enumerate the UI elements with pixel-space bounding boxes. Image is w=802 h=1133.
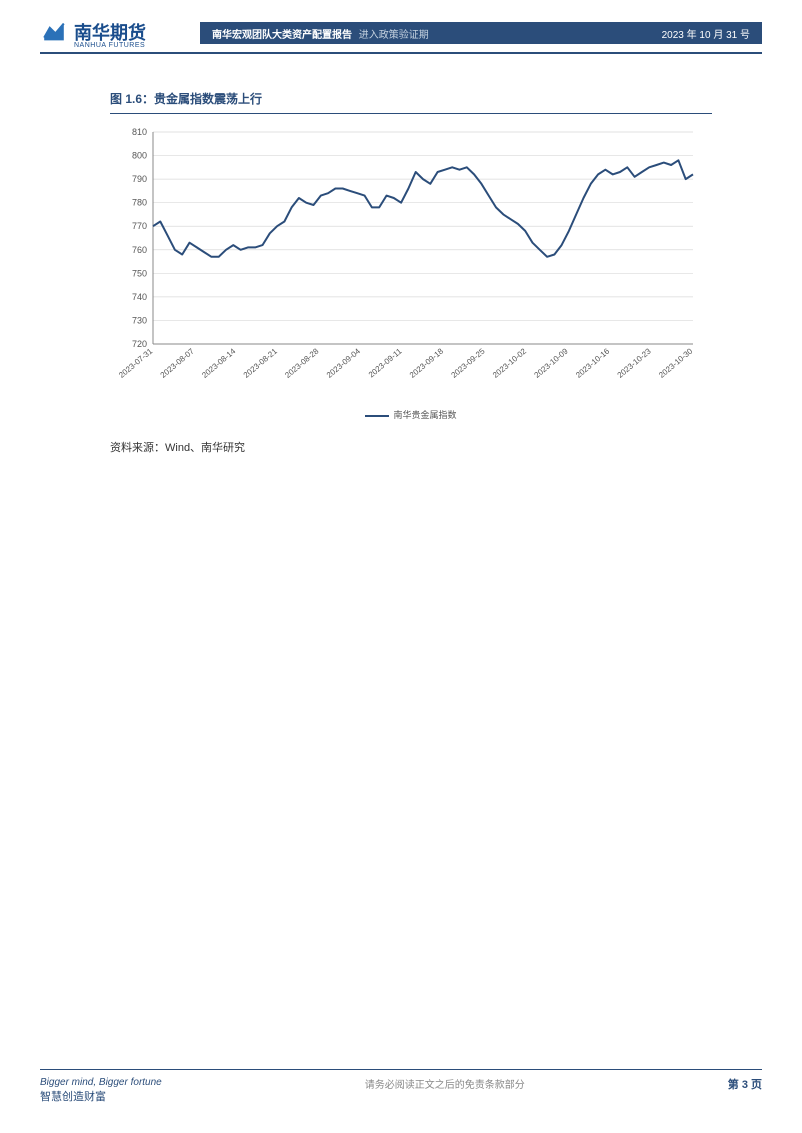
svg-text:2023-10-30: 2023-10-30: [657, 346, 695, 380]
svg-text:2023-08-07: 2023-08-07: [159, 346, 197, 380]
svg-text:2023-09-11: 2023-09-11: [367, 346, 404, 379]
svg-text:2023-10-16: 2023-10-16: [574, 346, 612, 380]
legend-label: 南华贵金属指数: [393, 410, 456, 420]
figure-title: 图 1.6：贵金属指数震荡上行: [110, 90, 712, 114]
svg-text:2023-09-25: 2023-09-25: [449, 346, 487, 380]
svg-text:2023-07-31: 2023-07-31: [117, 346, 155, 380]
figure-source: 资料来源：Wind、南华研究: [110, 439, 712, 455]
footer-page-number: 第 3 页: [728, 1076, 762, 1092]
svg-text:800: 800: [132, 151, 147, 161]
page-header: 南华期货 NANHUA FUTURES 南华宏观团队大类资产配置报告 进入政策验…: [0, 0, 802, 60]
svg-text:790: 790: [132, 174, 147, 184]
svg-text:2023-10-23: 2023-10-23: [616, 346, 654, 380]
legend-swatch: [365, 415, 389, 417]
svg-text:2023-10-02: 2023-10-02: [491, 346, 529, 380]
header-title-bar: 南华宏观团队大类资产配置报告 进入政策验证期 2023 年 10 月 31 号: [200, 22, 762, 44]
report-title: 南华宏观团队大类资产配置报告: [212, 30, 352, 41]
svg-text:780: 780: [132, 198, 147, 208]
chart-legend: 南华贵金属指数: [110, 408, 712, 421]
svg-text:810: 810: [132, 127, 147, 137]
svg-text:740: 740: [132, 292, 147, 302]
svg-text:750: 750: [132, 268, 147, 278]
svg-text:2023-08-21: 2023-08-21: [242, 346, 280, 380]
svg-text:730: 730: [132, 315, 147, 325]
svg-text:2023-10-09: 2023-10-09: [533, 346, 571, 380]
svg-text:2023-09-18: 2023-09-18: [408, 346, 446, 380]
svg-text:760: 760: [132, 245, 147, 255]
report-date: 2023 年 10 月 31 号: [662, 26, 750, 41]
header-divider: [40, 52, 762, 54]
report-subtitle: 进入政策验证期: [359, 30, 429, 41]
logo-subtitle: NANHUA FUTURES: [74, 42, 145, 49]
chart-svg: 720 730 740 750 760 770 780 790 800 810 2023-07-31…: [105, 124, 705, 404]
svg-text:2023-09-04: 2023-09-04: [325, 346, 363, 380]
footer-tagline-cn: 智慧创造财富: [40, 1090, 162, 1105]
line-chart: 720 730 740 750 760 770 780 790 800 810 2023-07-31…: [105, 124, 705, 404]
footer-tagline: Bigger mind, Bigger fortune 智慧创造财富: [40, 1076, 162, 1105]
svg-text:770: 770: [132, 221, 147, 231]
svg-text:2023-08-14: 2023-08-14: [200, 346, 238, 380]
content-area: 图 1.6：贵金属指数震荡上行 720 730 740 750 760 770 780 790…: [0, 60, 802, 455]
company-logo-icon: [40, 18, 68, 46]
page-footer: Bigger mind, Bigger fortune 智慧创造财富 请务必阅读…: [40, 1069, 762, 1105]
svg-text:2023-08-28: 2023-08-28: [283, 346, 321, 380]
footer-disclaimer: 请务必阅读正文之后的免责条款部分: [162, 1076, 728, 1091]
footer-tagline-en: Bigger mind, Bigger fortune: [40, 1076, 162, 1090]
svg-text:720: 720: [132, 339, 147, 349]
